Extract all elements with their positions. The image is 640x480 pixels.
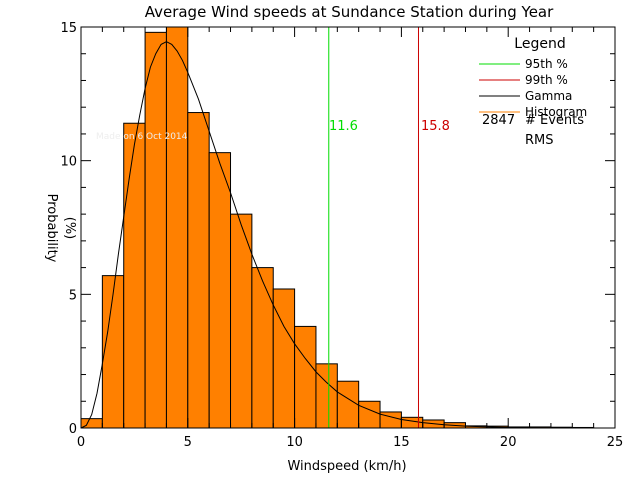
percentile-lines [328,27,419,428]
gamma-curve [80,41,594,429]
x-tick-label: 0 [77,435,85,450]
x-tick-label: 10 [286,435,303,450]
percentile-95-value-label: 11.6 [329,119,358,134]
histogram-bar-13 [358,400,381,429]
legend: Legend 95th % 99th % Gamma Histogram 284… [479,36,587,148]
histogram-bar-9 [272,288,296,429]
x-tick-label: 25 [607,435,624,450]
legend-label-95th: 95th % [525,57,568,71]
percentile-99-value-label: 15.8 [421,119,450,134]
x-tick-label: 5 [184,435,192,450]
y-axis-label-word: Probability [44,194,59,263]
histogram-bars [80,26,595,429]
legend-label-99th: 99th % [525,73,568,87]
made-on-annotation: Made on 6 Oct 2014 [96,132,188,142]
histogram-bar-4 [165,26,189,429]
y-tick-label: 5 [69,288,77,303]
y-tick-label: 0 [69,422,77,437]
histogram-bar-3 [144,31,167,429]
x-tick-label: 15 [393,435,410,450]
legend-rms-label: RMS [525,133,554,148]
histogram-bar-11 [315,363,338,429]
y-tick-label: 10 [60,155,77,170]
legend-events-count: 2847 [482,113,515,128]
y-tick-label: 15 [60,21,77,36]
histogram-bar-14 [379,411,402,429]
histogram-bar-2 [123,122,146,429]
x-axis-label: Windspeed (km/h) [287,459,406,474]
histogram-bar-12 [336,380,360,429]
legend-label-histogram: Histogram [525,105,587,119]
histogram-bar-10 [294,325,317,429]
histogram-bar-1 [101,275,125,429]
legend-events-label: # Events [525,113,584,128]
legend-title: Legend [514,36,565,52]
chart-title: Average Wind speeds at Sundance Station … [145,3,554,21]
axis-ticks [80,26,616,429]
x-tick-label: 20 [500,435,517,450]
histogram-bar-8 [251,267,274,429]
y-axis-label-unit: (%) [62,217,77,240]
histogram-bar-6 [208,152,232,429]
legend-label-gamma: Gamma [525,89,572,103]
axis-tick-labels: 0 5 10 15 20 25 0 5 10 15 [60,21,623,450]
histogram-bar-5 [187,112,210,429]
plot-frame [80,26,616,429]
